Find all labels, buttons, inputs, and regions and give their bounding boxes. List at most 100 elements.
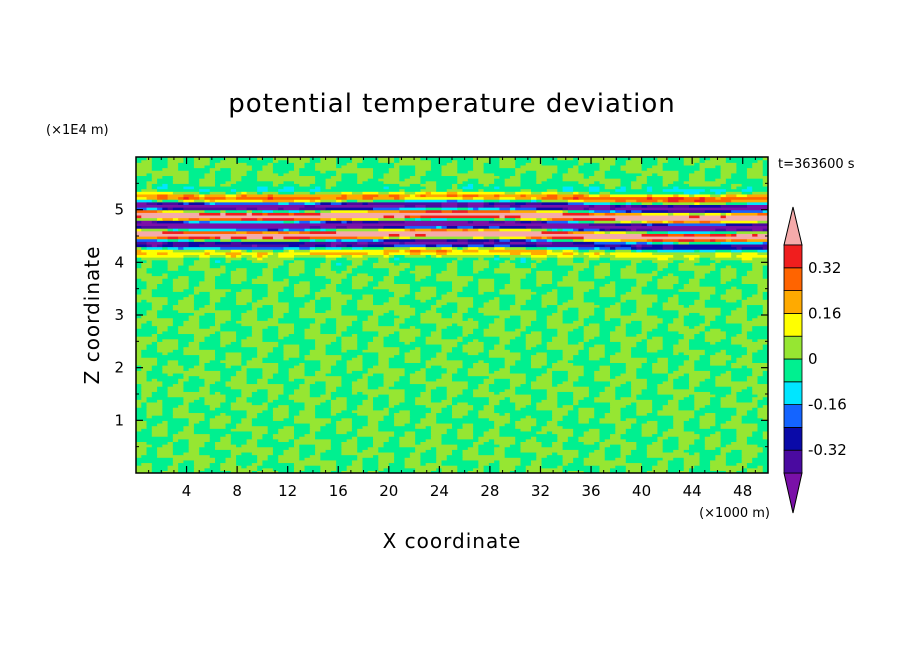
contour-cell — [204, 336, 221, 340]
contour-cell — [220, 259, 227, 263]
contour-cell — [241, 317, 258, 321]
contour-cell — [631, 351, 674, 356]
contour-cell — [288, 201, 306, 205]
contour-cell — [236, 444, 242, 448]
contour-cell — [199, 325, 211, 329]
contour-cell — [699, 191, 716, 195]
contour-cell — [136, 278, 142, 282]
contour-cell — [699, 159, 706, 163]
contour-cell — [615, 291, 627, 295]
contour-cell — [662, 433, 701, 437]
contour-cell — [225, 351, 242, 356]
contour-cell — [136, 330, 158, 335]
contour-cell — [678, 351, 685, 356]
contour-cell — [388, 296, 400, 300]
contour-cell — [457, 180, 464, 184]
contour-cell — [336, 422, 353, 427]
contour-cell — [683, 359, 695, 363]
contour-cell — [383, 275, 395, 279]
contour-cell — [309, 394, 321, 398]
contour-cell — [394, 159, 400, 163]
contour-cell — [678, 275, 695, 279]
contour-cell — [557, 404, 564, 408]
contour-cell — [441, 170, 458, 174]
contour-cell — [531, 357, 548, 361]
contour-cell — [757, 465, 764, 469]
contour-cell — [531, 293, 543, 298]
contour-cell — [736, 286, 759, 290]
contour-cell — [315, 346, 327, 350]
contour-cell — [272, 346, 285, 350]
contour-cell — [209, 220, 285, 224]
contour-cell — [762, 267, 768, 271]
contour-cell — [151, 288, 174, 292]
contour-cell — [299, 183, 311, 187]
contour-cell — [694, 365, 732, 369]
contour-cell — [278, 365, 295, 369]
contour-cell — [520, 315, 537, 319]
contour-cell — [409, 228, 416, 232]
contour-cell — [367, 343, 385, 348]
contour-cell — [267, 351, 285, 356]
contour-cell — [362, 467, 379, 471]
contour-cell — [462, 185, 474, 190]
contour-cell — [515, 164, 522, 169]
contour-cell — [520, 280, 537, 284]
contour-cell — [167, 183, 200, 187]
contour-cell — [278, 299, 311, 303]
contour-cell — [351, 243, 369, 248]
contour-cell — [762, 312, 768, 316]
contour-cell — [452, 425, 464, 429]
contour-cell — [299, 362, 306, 366]
contour-cell — [641, 220, 648, 224]
contour-cell — [436, 351, 448, 356]
contour-cell — [136, 315, 142, 319]
contour-cell — [599, 428, 616, 432]
contour-cell — [404, 457, 421, 461]
contour-cell — [667, 159, 685, 163]
contour-cell — [409, 412, 427, 416]
contour-cell — [151, 264, 169, 269]
contour-cell — [230, 378, 248, 382]
contour-cell — [552, 375, 569, 379]
contour-cell — [715, 264, 727, 269]
contour-cell — [136, 257, 142, 261]
contour-cell — [409, 325, 416, 329]
contour-cell — [420, 278, 437, 282]
contour-cell — [446, 391, 464, 395]
contour-cell — [536, 278, 553, 282]
contour-cell — [136, 444, 153, 448]
contour-cell — [478, 257, 485, 261]
contour-cell — [136, 193, 158, 198]
contour-cell — [425, 336, 443, 340]
contour-cell — [357, 412, 390, 416]
contour-cell — [731, 243, 768, 248]
contour-cell — [488, 388, 506, 392]
contour-cell — [299, 346, 316, 350]
contour-cell — [762, 291, 768, 295]
contour-cell — [610, 365, 627, 369]
contour-cell — [615, 422, 632, 427]
contour-cell — [351, 391, 358, 395]
contour-cell — [641, 222, 648, 227]
contour-cell — [494, 193, 500, 198]
contour-cell — [736, 299, 743, 303]
contour-cell — [520, 172, 537, 177]
contour-cell — [267, 404, 279, 408]
contour-cell — [615, 328, 627, 332]
contour-cell — [383, 378, 400, 382]
contour-cell — [457, 201, 469, 205]
contour-cell — [704, 196, 716, 200]
contour-cell — [731, 441, 748, 445]
contour-cell — [499, 470, 511, 473]
contour-cell — [552, 217, 574, 221]
contour-cell — [573, 185, 590, 190]
contour-cell — [162, 304, 174, 308]
contour-cell — [294, 220, 300, 224]
contour-cell — [299, 451, 316, 456]
contour-cell — [315, 185, 321, 190]
contour-cell — [441, 462, 479, 466]
contour-cell — [731, 365, 743, 369]
contour-cell — [657, 409, 695, 414]
contour-cell — [278, 320, 316, 324]
